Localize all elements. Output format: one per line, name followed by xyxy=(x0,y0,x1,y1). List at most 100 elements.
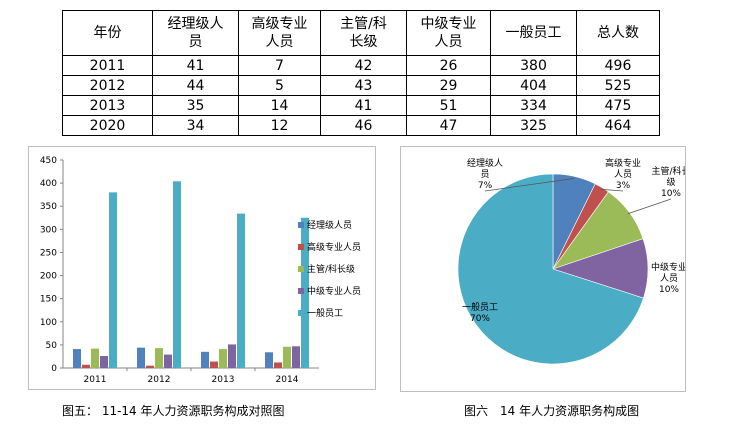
table-cell: 34 xyxy=(152,115,239,136)
table-cell: 41 xyxy=(320,95,407,116)
table-cell: 47 xyxy=(406,115,491,136)
header-mid-professional: 中级专业 人员 xyxy=(406,10,491,56)
x-tick-label: 2011 xyxy=(84,375,107,385)
pie-label: 高级专业 xyxy=(605,157,641,169)
table-cell: 325 xyxy=(490,115,577,136)
bar xyxy=(292,346,300,368)
table-cell: 334 xyxy=(490,95,577,116)
header-general-staff: 一般员工 xyxy=(490,10,577,56)
pie-percent-label: 10% xyxy=(659,285,679,295)
legend-swatch xyxy=(298,244,304,250)
table-row: 2013 35 14 41 51 334 475 xyxy=(62,95,660,116)
y-tick-label: 400 xyxy=(40,179,57,189)
pie-label: 一般员工 xyxy=(462,301,498,313)
pie-label: 中级专业 xyxy=(651,261,685,273)
table-cell: 380 xyxy=(490,55,577,76)
bar xyxy=(283,346,291,368)
table-cell: 464 xyxy=(576,115,660,136)
bar xyxy=(100,355,108,368)
header-year: 年份 xyxy=(62,10,153,56)
bar-chart-panel: 0 50 100 150 200 250 300 350 400 450 2011 2012 2013 2… xyxy=(28,146,376,390)
legend-label: 一般员工 xyxy=(307,307,343,319)
table-cell: 26 xyxy=(406,55,491,76)
bar xyxy=(228,344,236,368)
table-row: 2020 34 12 46 47 325 464 xyxy=(62,115,660,136)
y-tick-label: 50 xyxy=(46,341,58,351)
pie-slice xyxy=(457,173,644,365)
table-cell: 14 xyxy=(238,95,321,116)
header-manager: 经理级人员 xyxy=(152,10,239,56)
pie-label: 主管/科长 xyxy=(651,165,685,177)
bar xyxy=(274,362,282,368)
y-tick-label: 0 xyxy=(51,364,57,374)
header-total: 总人数 xyxy=(576,10,660,56)
y-tick-label: 250 xyxy=(40,248,57,258)
bar xyxy=(137,347,145,368)
table-cell: 44 xyxy=(152,75,239,96)
bar xyxy=(155,348,163,368)
table-cell: 42 xyxy=(320,55,407,76)
figure-caption-bar: 图五： 11-14 年人力资源职务构成对照图 xyxy=(62,404,285,418)
bar xyxy=(265,352,273,368)
bar xyxy=(210,361,218,368)
table-cell: 46 xyxy=(320,115,407,136)
bar xyxy=(301,217,309,368)
legend-label: 高级专业人员 xyxy=(307,241,361,253)
bar xyxy=(201,351,209,368)
bar xyxy=(109,192,117,368)
legend-label: 中级专业人员 xyxy=(307,285,361,297)
pie-percent-label: 10% xyxy=(661,189,681,199)
staff-table-container: 年份 经理级人员 高级专业 人员 主管/科 长级 中级专业 人员 一般员工 总人数 2… xyxy=(62,10,660,136)
y-tick-label: 450 xyxy=(40,156,57,166)
staff-table: 年份 经理级人员 高级专业 人员 主管/科 长级 中级专业 人员 一般员工 总人数 2… xyxy=(62,10,660,136)
table-header-row: 年份 经理级人员 高级专业 人员 主管/科 长级 中级专业 人员 一般员工 总人数 xyxy=(62,10,660,56)
figure-caption-pie: 图六 14 年人力资源职务构成图 xyxy=(464,404,640,418)
pie-label: 人员 xyxy=(614,169,632,180)
pie-label: 员 xyxy=(480,169,489,180)
pie-label: 经理级人 xyxy=(467,157,503,169)
y-tick-label: 200 xyxy=(40,272,57,282)
table-row: 2012 44 5 43 29 404 525 xyxy=(62,75,660,96)
table-cell: 496 xyxy=(576,55,660,76)
legend-swatch xyxy=(298,266,304,272)
pie-percent-label: 70% xyxy=(470,314,490,324)
bar xyxy=(82,364,90,368)
bar xyxy=(164,354,172,368)
pie-leader-line xyxy=(600,188,624,192)
legend-label: 经理级人员 xyxy=(307,219,352,231)
header-senior-professional: 高级专业 人员 xyxy=(238,10,321,56)
pie-percent-label: 7% xyxy=(478,181,493,191)
table-cell: 2020 xyxy=(62,115,153,136)
table-row: 2011 41 7 42 26 380 496 xyxy=(62,55,660,76)
legend-label: 主管/科长级 xyxy=(307,263,355,275)
pie-label: 级 xyxy=(666,176,675,188)
table-cell: 475 xyxy=(576,95,660,116)
bar xyxy=(73,349,81,368)
y-tick-label: 300 xyxy=(40,225,57,235)
table-cell: 41 xyxy=(152,55,239,76)
header-supervisor: 主管/科 长级 xyxy=(320,10,407,56)
bar xyxy=(91,348,99,368)
table-cell: 2011 xyxy=(62,55,153,76)
bar xyxy=(146,365,154,368)
pie-percent-label: 3% xyxy=(616,181,631,191)
y-tick-label: 350 xyxy=(40,202,57,212)
table-cell: 525 xyxy=(576,75,660,96)
table-cell: 7 xyxy=(238,55,321,76)
bar xyxy=(237,213,245,368)
legend-swatch xyxy=(298,310,304,316)
x-tick-label: 2013 xyxy=(212,375,235,385)
table-cell: 5 xyxy=(238,75,321,96)
table-cell: 29 xyxy=(406,75,491,96)
table-cell: 2012 xyxy=(62,75,153,96)
y-tick-label: 150 xyxy=(40,295,57,305)
x-tick-label: 2014 xyxy=(276,375,299,385)
bar xyxy=(219,349,227,368)
pie-leader-line xyxy=(627,198,672,215)
bar-chart: 0 50 100 150 200 250 300 350 400 450 2011 2012 2013 2… xyxy=(40,156,361,385)
pie-label: 人员 xyxy=(660,273,678,284)
legend-swatch xyxy=(298,222,304,228)
table-cell: 2013 xyxy=(62,95,153,116)
